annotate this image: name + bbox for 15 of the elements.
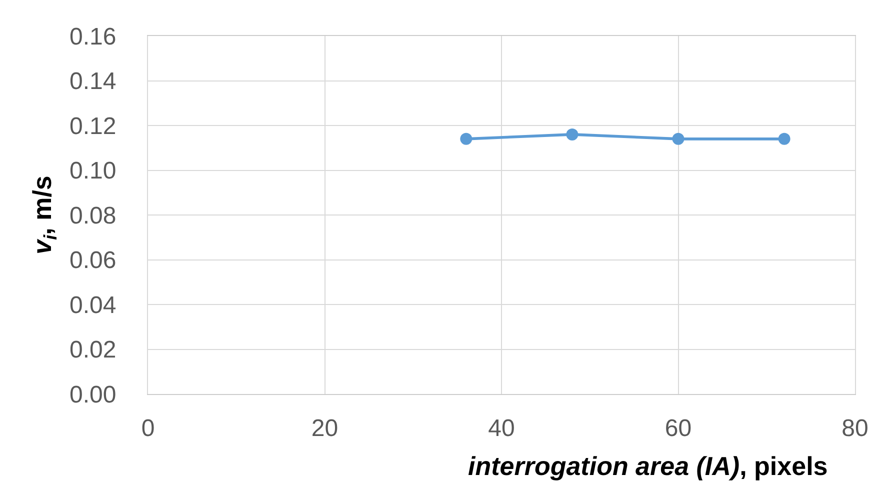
y-tick-label: 0.08: [69, 202, 116, 230]
x-tick-label: 0: [141, 414, 155, 442]
y-tick-label: 0.06: [69, 247, 116, 274]
y-tick-label: 0.10: [69, 158, 116, 185]
x-tick-label: 20: [311, 414, 338, 442]
x-axis-title: interrogation area (IA), pixels: [468, 451, 828, 481]
y-tick-label: 0.02: [69, 336, 116, 364]
x-tick-label: 60: [664, 414, 692, 442]
y-tick-label: 0.16: [69, 23, 116, 50]
x-tick-label: 40: [488, 414, 515, 442]
x-tick-label: 80: [842, 414, 868, 442]
y-tick-label: 0.00: [69, 381, 116, 408]
y-tick-label: 0.12: [69, 112, 116, 140]
y-tick-label: 0.14: [69, 68, 116, 96]
y-tick-label: 0.04: [69, 292, 116, 319]
